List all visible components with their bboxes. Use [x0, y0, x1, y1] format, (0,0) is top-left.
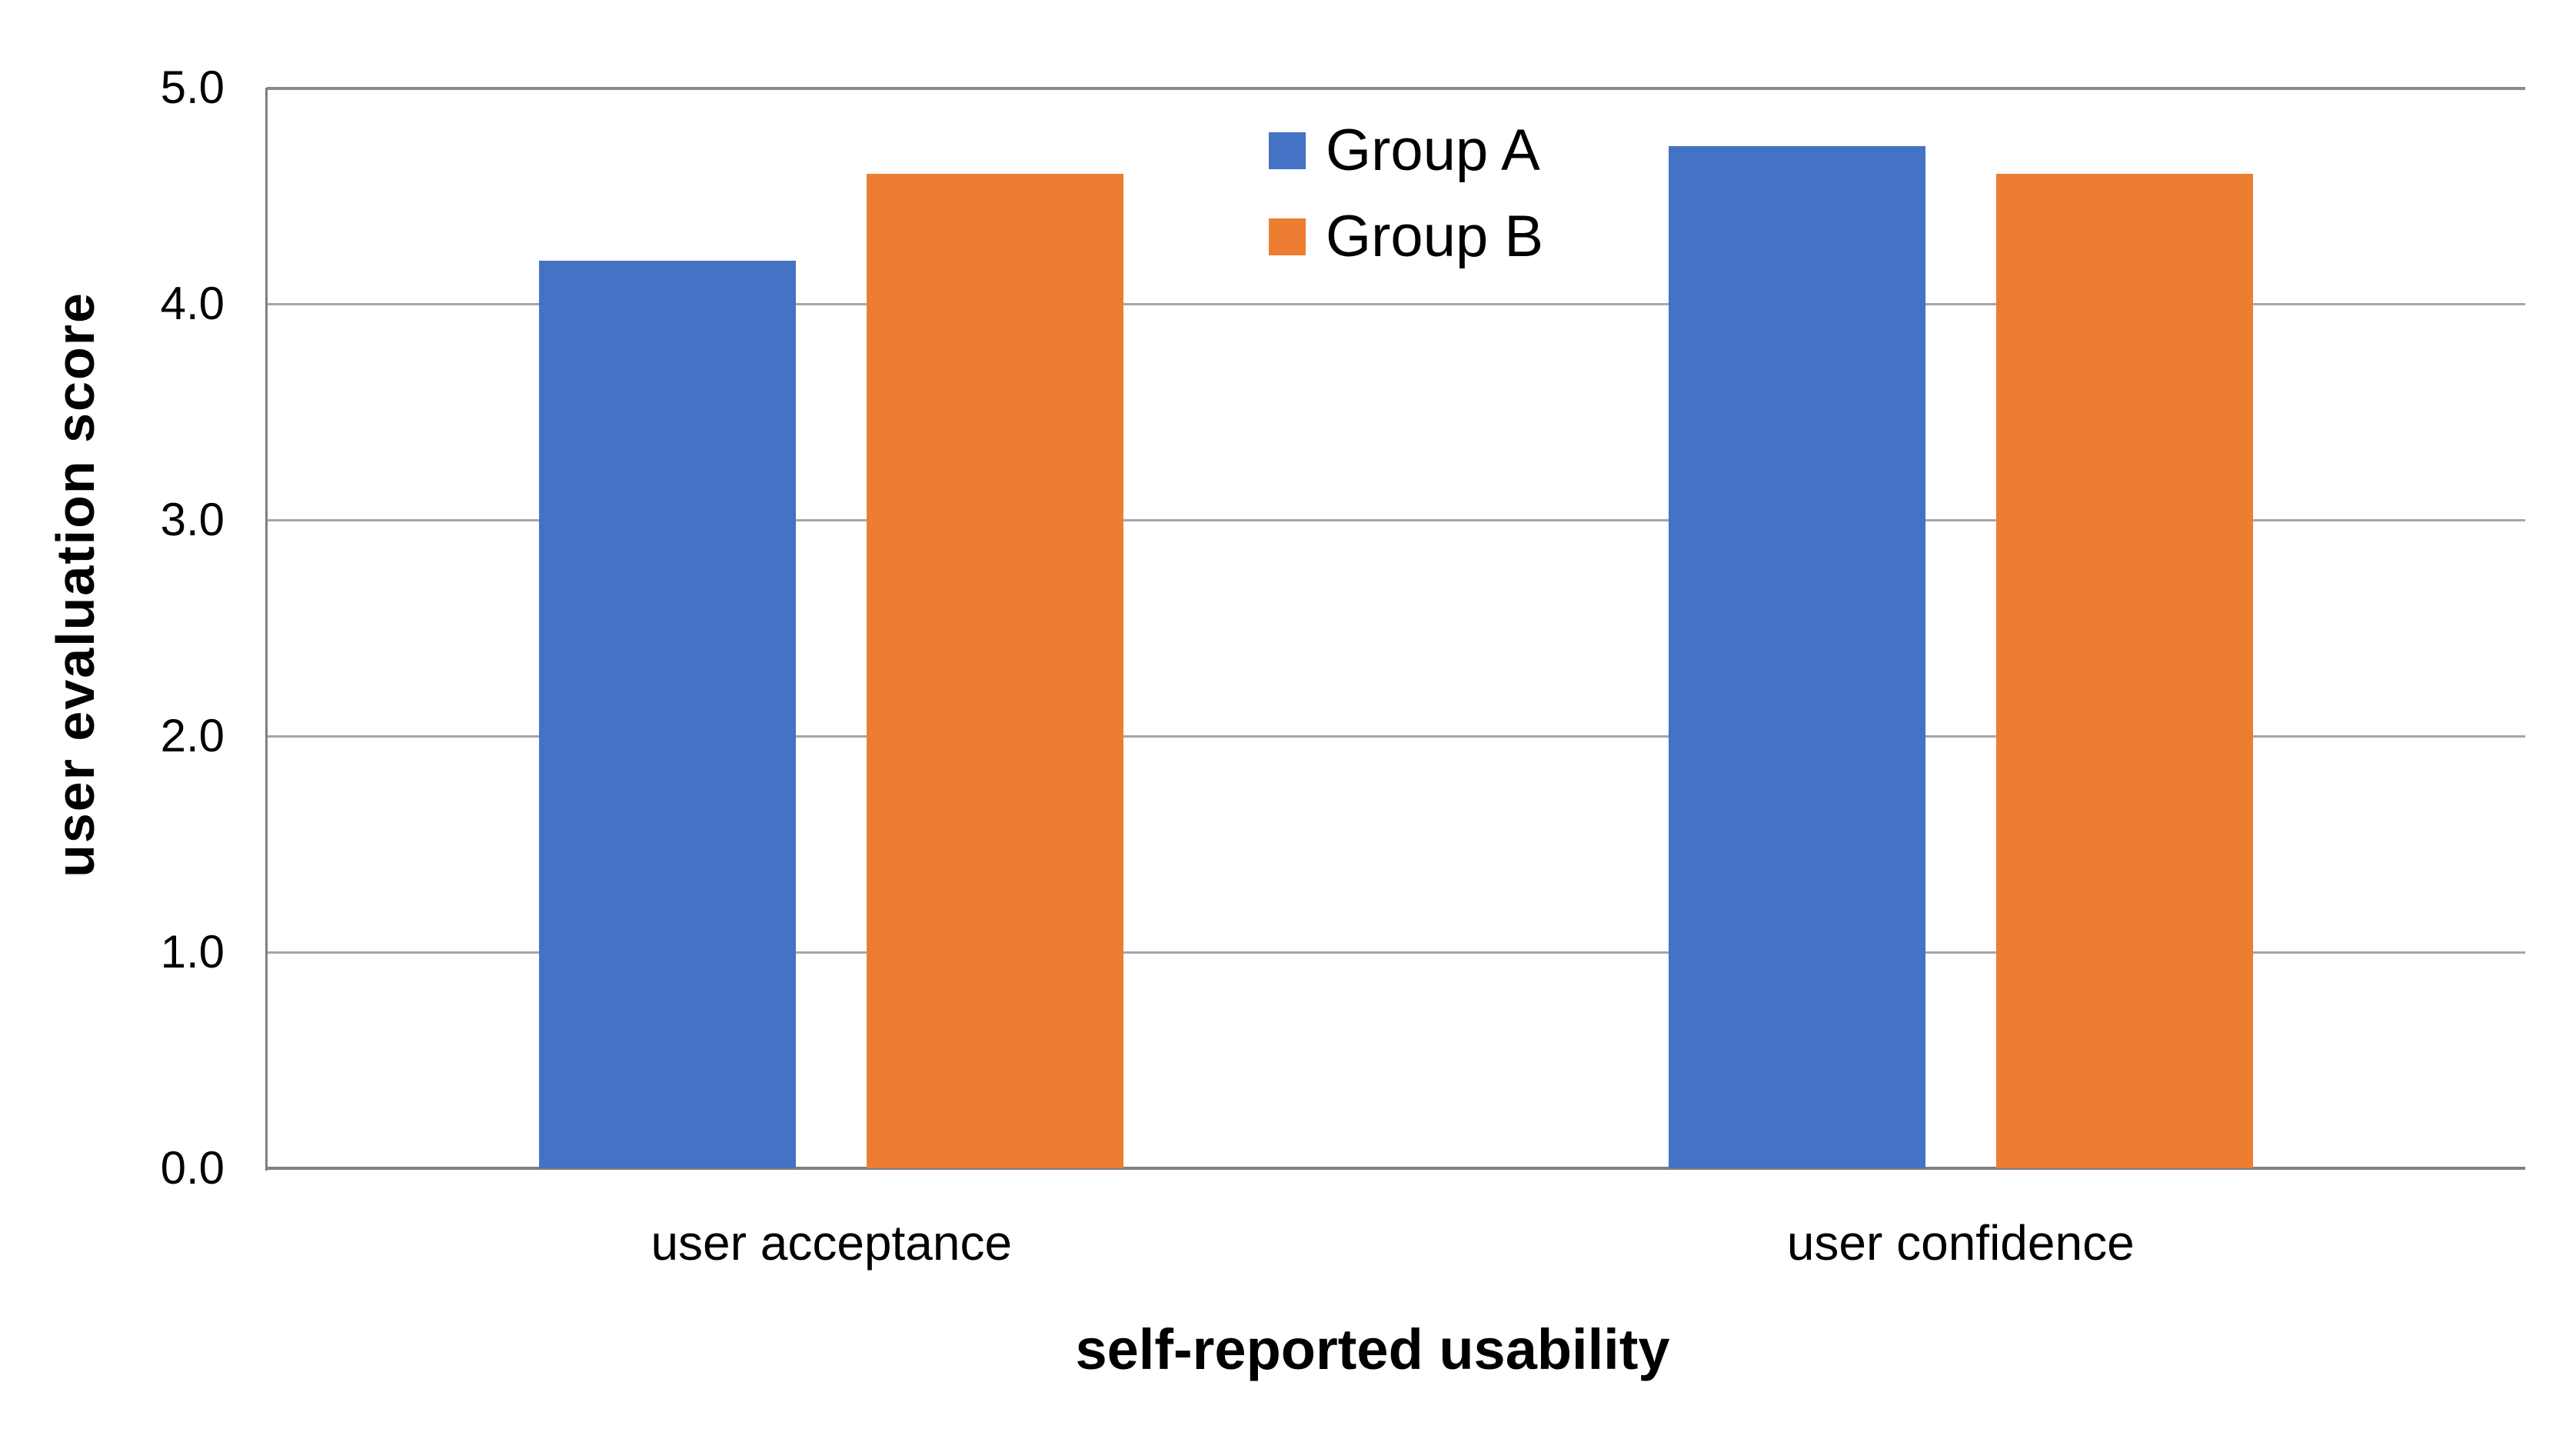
y-tick-label: 3.0	[160, 494, 225, 545]
y-tick-label: 1.0	[160, 926, 225, 978]
legend-label: Group B	[1326, 204, 1544, 269]
bar-group-a-user-confidence	[1668, 145, 1925, 1168]
y-axis-line	[265, 88, 268, 1171]
y-tick-label: 5.0	[160, 62, 225, 113]
legend-item: Group B	[1269, 208, 1543, 266]
legend-swatch-icon	[1269, 218, 1306, 255]
y-tick-label: 2.0	[160, 710, 225, 761]
bar-group-a-user-acceptance	[539, 260, 797, 1168]
bar-group-b-user-confidence	[1995, 174, 2253, 1168]
legend-item: Group A	[1269, 122, 1543, 180]
x-tick-label: user acceptance	[651, 1215, 1013, 1271]
legend-label: Group A	[1326, 118, 1540, 183]
gridline	[267, 951, 2525, 954]
y-tick-label: 0.0	[160, 1142, 225, 1194]
gridline	[267, 518, 2525, 521]
bar-group-b-user-acceptance	[867, 174, 1124, 1168]
x-axis-title: self-reported usability	[1075, 1317, 1670, 1381]
legend: Group A Group B	[1269, 122, 1543, 305]
gridline	[267, 302, 2525, 305]
gridline	[267, 86, 2525, 90]
y-tick-label: 4.0	[160, 278, 225, 329]
legend-swatch-icon	[1269, 132, 1306, 169]
x-tick-label: user confidence	[1786, 1215, 2135, 1271]
x-axis-line	[267, 1167, 2525, 1170]
y-axis-title: user evaluation score	[45, 291, 105, 878]
gridline	[267, 734, 2525, 738]
